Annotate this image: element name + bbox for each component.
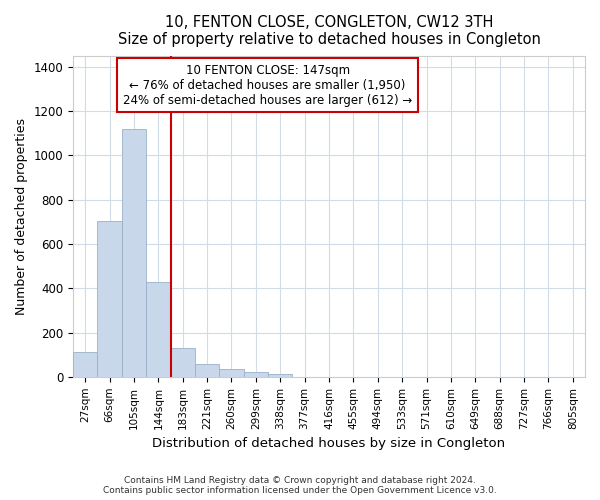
Text: Contains HM Land Registry data © Crown copyright and database right 2024.
Contai: Contains HM Land Registry data © Crown c…: [103, 476, 497, 495]
X-axis label: Distribution of detached houses by size in Congleton: Distribution of detached houses by size …: [152, 437, 506, 450]
Title: 10, FENTON CLOSE, CONGLETON, CW12 3TH
Size of property relative to detached hous: 10, FENTON CLOSE, CONGLETON, CW12 3TH Si…: [118, 15, 541, 48]
Bar: [146, 282, 170, 377]
Bar: [73, 352, 97, 377]
Bar: [220, 369, 244, 377]
Bar: [122, 128, 146, 377]
Text: 10 FENTON CLOSE: 147sqm
← 76% of detached houses are smaller (1,950)
24% of semi: 10 FENTON CLOSE: 147sqm ← 76% of detache…: [123, 64, 412, 106]
Y-axis label: Number of detached properties: Number of detached properties: [15, 118, 28, 314]
Bar: [97, 220, 122, 377]
Bar: [268, 374, 292, 377]
Bar: [195, 364, 220, 377]
Bar: [244, 372, 268, 377]
Bar: [170, 348, 195, 377]
